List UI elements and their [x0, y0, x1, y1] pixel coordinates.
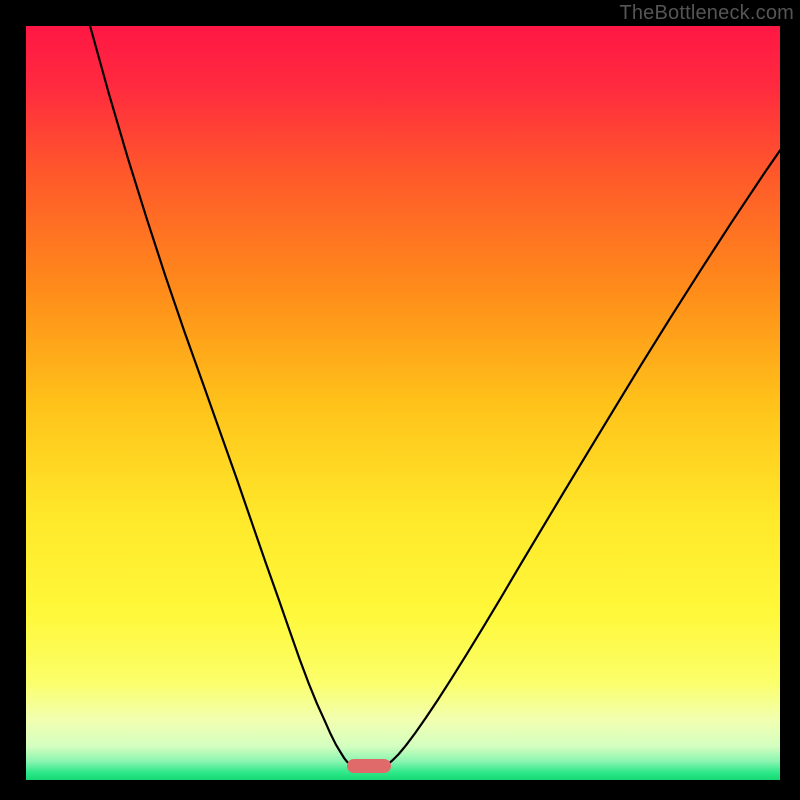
bottom-marker	[347, 759, 391, 773]
watermark-text: TheBottleneck.com	[619, 2, 794, 25]
plot-area	[26, 26, 780, 780]
curves-svg	[26, 26, 780, 780]
curve-left	[90, 26, 350, 764]
curve-right	[388, 150, 780, 764]
